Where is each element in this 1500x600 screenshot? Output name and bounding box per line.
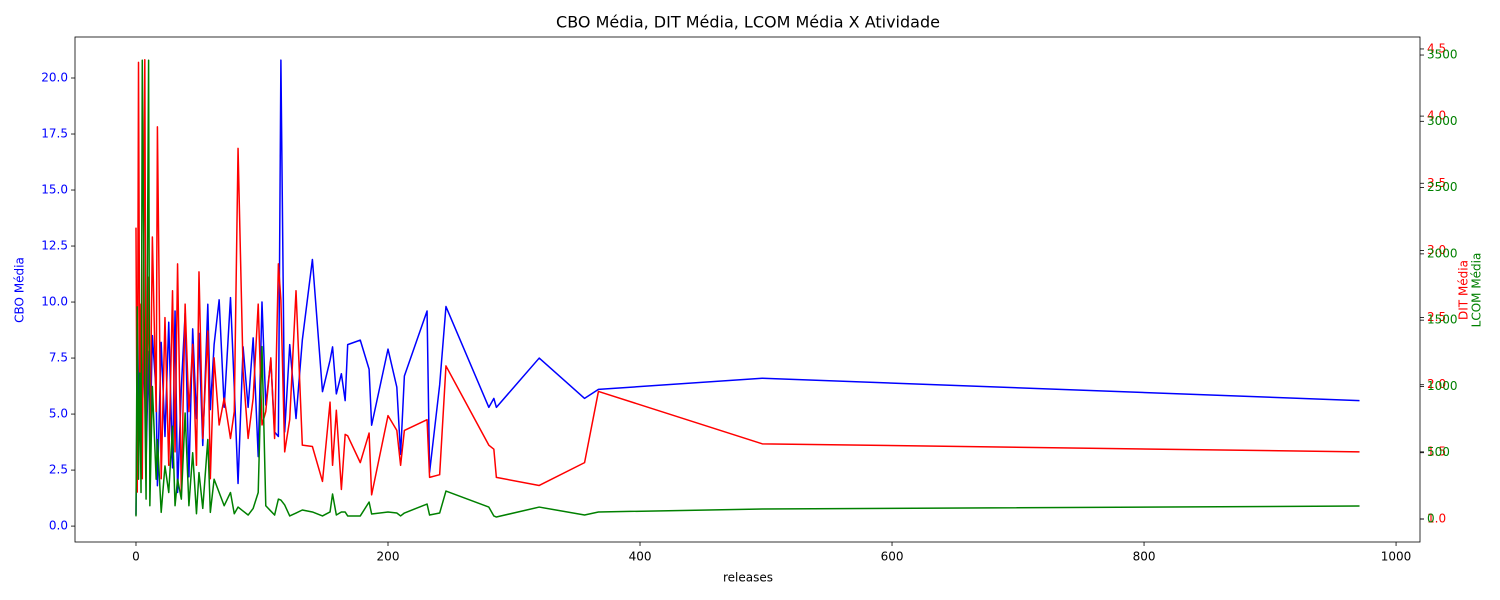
y-tick-label: 20.0 <box>41 71 68 85</box>
y2-tick-label: 2.0 <box>1427 377 1446 391</box>
y2-axis-label: DIT Média <box>1457 260 1471 320</box>
series-line <box>135 59 1360 518</box>
y3-tick-label: 500 <box>1427 445 1450 459</box>
chart-title: CBO Média, DIT Média, LCOM Média X Ativi… <box>556 13 940 32</box>
y-tick-label: 17.5 <box>41 127 68 141</box>
y-tick-label: 5.0 <box>49 407 68 421</box>
series-line <box>135 59 1360 515</box>
y3-tick-label: 2500 <box>1427 180 1458 194</box>
y3-tick-label: 3500 <box>1427 48 1458 62</box>
y3-tick-label: 3000 <box>1427 114 1458 128</box>
y3-tick-label: 1500 <box>1427 313 1458 327</box>
y3-axis-label: LCOM Média <box>1470 253 1484 328</box>
x-tick-label: 0 <box>132 550 140 564</box>
y3-tick-label: 1000 <box>1427 379 1458 393</box>
y-axis-label: CBO Média <box>13 257 27 323</box>
y3-tick-label: 0 <box>1427 512 1435 526</box>
y-tick-label: 10.0 <box>41 295 68 309</box>
series-line <box>135 58 1360 496</box>
y-tick-label: 0.0 <box>49 519 68 533</box>
y2-tick-label: 3.0 <box>1427 243 1446 257</box>
y2-tick-label: 4.0 <box>1427 109 1446 123</box>
x-tick-label: 400 <box>629 550 652 564</box>
y-tick-label: 7.5 <box>49 351 68 365</box>
x-tick-label: 200 <box>377 550 400 564</box>
y2-tick-label: 1.0 <box>1427 512 1446 526</box>
x-tick-label: 800 <box>1133 550 1156 564</box>
x-axis-label: releases <box>723 571 773 585</box>
y-tick-label: 15.0 <box>41 183 68 197</box>
x-tick-label: 600 <box>881 550 904 564</box>
y2-tick-label: 2.5 <box>1427 310 1446 324</box>
y2-tick-label: 4.5 <box>1427 41 1446 55</box>
y-tick-label: 2.5 <box>49 463 68 477</box>
x-tick-label: 1000 <box>1381 550 1412 564</box>
y-tick-label: 12.5 <box>41 239 68 253</box>
y2-tick-label: 1.5 <box>1427 444 1446 458</box>
plot-frame <box>74 36 1421 543</box>
y3-tick-label: 2000 <box>1427 246 1458 260</box>
y2-tick-label: 3.5 <box>1427 176 1446 190</box>
